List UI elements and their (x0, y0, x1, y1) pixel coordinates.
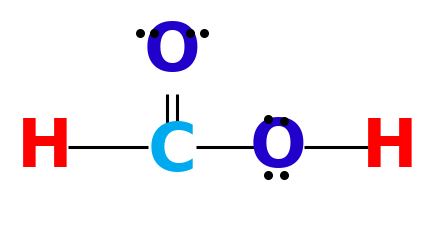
Text: H: H (362, 114, 418, 180)
Text: O: O (143, 19, 200, 85)
Text: C: C (148, 118, 197, 184)
Text: H: H (17, 114, 73, 180)
Text: O: O (250, 114, 306, 180)
